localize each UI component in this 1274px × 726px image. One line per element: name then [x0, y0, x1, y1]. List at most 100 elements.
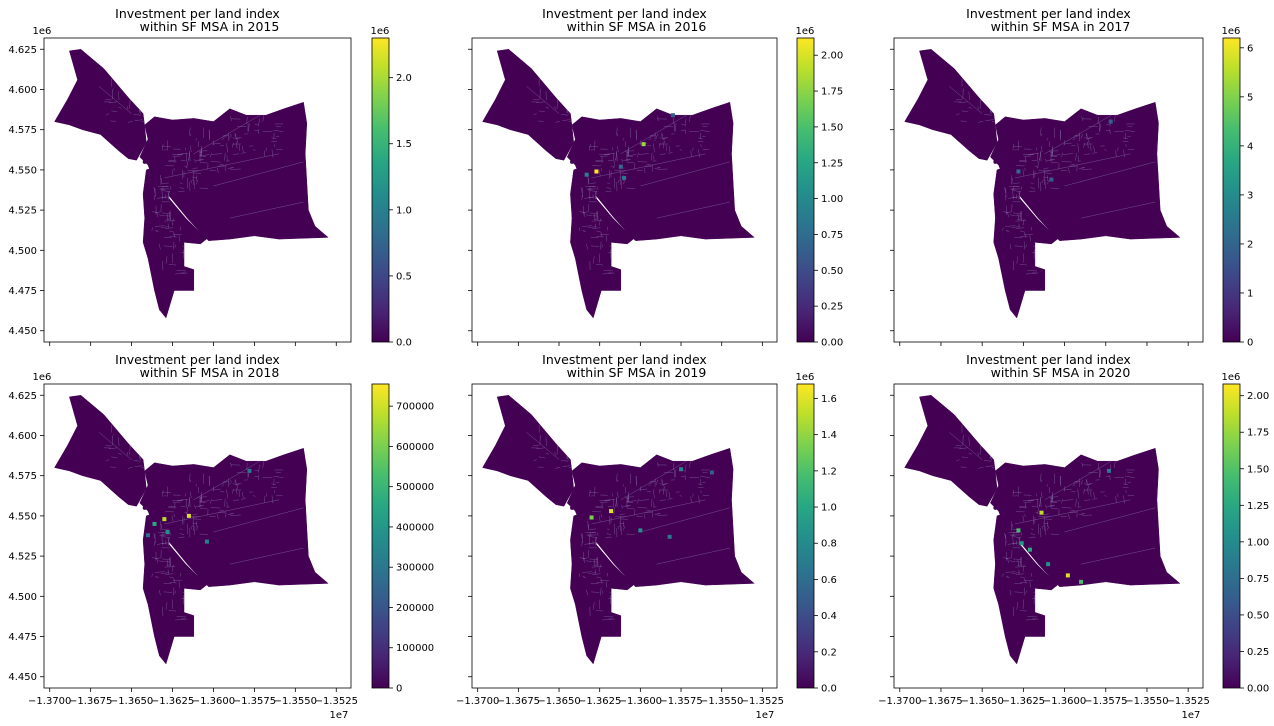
- colorbar-tick-label: 3: [1247, 190, 1253, 201]
- hotspot-4: [1046, 562, 1051, 567]
- colorbar-exponent: 1e6: [1222, 372, 1241, 383]
- hotspot-2: [609, 509, 614, 514]
- hotspot-4: [641, 142, 646, 147]
- colorbar-tick-label: 200000: [396, 603, 434, 614]
- x-tick-label: −1.3575: [659, 696, 702, 707]
- north-bay-region: [482, 395, 574, 507]
- y-tick-label: 4.550: [8, 511, 37, 522]
- colorbar-tick-label: 0.00: [821, 338, 843, 349]
- colorbar-tick-label: 0.25: [821, 302, 843, 313]
- colorbar: 0.00 0.25 0.50 0.75 1.00 1.25 1.50 1.75 2.00 1e6: [796, 26, 844, 349]
- y-tick-label: 4.475: [8, 632, 37, 643]
- axes-frame: [43, 37, 352, 343]
- colorbar-tick-label: 400000: [396, 522, 434, 533]
- island-1: [563, 492, 568, 497]
- x-tick-label: −1.3625: [1002, 696, 1045, 707]
- hotspot-2: [584, 172, 589, 177]
- colorbar-tick-label: 0.50: [821, 266, 843, 277]
- colorbar-tick-label: 0.75: [821, 230, 843, 241]
- hotspot-3: [1027, 547, 1032, 552]
- y-tick-label: 4.600: [8, 431, 37, 442]
- colorbar-gradient: [1222, 383, 1241, 689]
- colorbar-tick-label: 0.4: [821, 611, 837, 622]
- panel-title-line2: within SF MSA in 2020: [991, 365, 1131, 380]
- island-3: [576, 159, 581, 164]
- axes-frame: [471, 383, 778, 689]
- hotspot-7: [1107, 468, 1112, 473]
- colorbar-tick-label: 0.0: [821, 684, 837, 695]
- island-2: [142, 159, 147, 164]
- y-tick-label: 4.450: [8, 326, 37, 337]
- colorbar-tick-label: 0.00: [1247, 684, 1269, 695]
- x-tick-label: −1.3550: [274, 696, 317, 707]
- colorbar-tick-label: 300000: [396, 563, 434, 574]
- hotspot-2: [152, 521, 157, 526]
- colorbar-tick-label: 2.00: [1247, 391, 1269, 402]
- axes-frame: [43, 383, 352, 689]
- east-bay-region: [566, 447, 755, 587]
- colorbar-tick-label: 1.50: [1247, 464, 1269, 475]
- y-tick-label: 4.600: [8, 85, 37, 96]
- x-exponent: 1e7: [756, 710, 775, 721]
- hotspot-1: [162, 517, 167, 522]
- east-bay-region: [566, 101, 755, 241]
- island-3: [999, 505, 1004, 510]
- island-3: [999, 159, 1004, 164]
- x-tick-label: −1.3625: [578, 696, 621, 707]
- colorbar: 0.0 0.2 0.4 0.6 0.8 1.0 1.2 1.4 1.6 1e6: [796, 372, 837, 695]
- hotspot-5: [670, 113, 675, 118]
- colorbar-tick-label: 1.75: [1247, 428, 1269, 439]
- panel-title-line1: Investment per land index: [542, 6, 707, 21]
- x-exponent: 1e7: [330, 710, 349, 721]
- island-1: [563, 146, 568, 151]
- colorbar-tick-label: 0.2: [821, 647, 837, 658]
- colorbar-tick-label: 1.25: [821, 158, 843, 169]
- x-tick-label: −1.3600: [1043, 696, 1086, 707]
- hotspot-1: [589, 515, 594, 520]
- peninsula-region: [570, 510, 636, 665]
- y-exponent: 1e6: [33, 372, 52, 383]
- colorbar-exponent: 1e6: [796, 372, 815, 383]
- colorbar-tick-label: 1.00: [821, 194, 843, 205]
- hotspot-6: [618, 164, 623, 169]
- peninsula-region: [142, 164, 210, 319]
- island-2: [570, 505, 575, 510]
- panel-title-line2: within SF MSA in 2015: [140, 19, 280, 34]
- colorbar-tick-label: 0.8: [821, 539, 837, 550]
- colorbar-tick-label: 2.00: [821, 51, 843, 62]
- x-tick-label: −1.3575: [233, 696, 276, 707]
- colorbar-tick-label: 2.0: [396, 73, 412, 84]
- x-tick-label: −1.3675: [69, 696, 112, 707]
- x-tick-label: −1.3625: [151, 696, 194, 707]
- north-bay-region: [54, 49, 147, 161]
- colorbar-tick-label: 500000: [396, 482, 434, 493]
- hotspot-1: [594, 169, 599, 174]
- island-3: [149, 505, 154, 510]
- axes-frame: [893, 383, 1204, 689]
- hotspot-5: [1065, 573, 1070, 578]
- colorbar-tick-label: 1.75: [821, 87, 843, 98]
- y-tick-label: 4.500: [8, 592, 37, 603]
- island-1: [136, 146, 141, 151]
- tract-boundaries: [98, 79, 304, 275]
- colorbar-tick-label: 2: [1247, 239, 1253, 250]
- tract-boundaries: [526, 79, 730, 275]
- colorbar: 0 1 2 3 4 5 6 1e6: [1222, 26, 1254, 349]
- hotspot-6: [709, 470, 714, 475]
- colorbar: 0.00 0.25 0.50 0.75 1.00 1.25 1.50 1.75 2.00 1e6: [1222, 372, 1270, 695]
- hotspot-1: [1016, 169, 1021, 174]
- colorbar-tick-label: 1.2: [821, 466, 837, 477]
- colorbar-tick-label: 1.00: [1247, 537, 1269, 548]
- hotspot-6: [1079, 579, 1084, 584]
- colorbar-gradient: [371, 383, 390, 689]
- hotspot-6: [247, 468, 252, 473]
- colorbar-tick-label: 1.4: [821, 430, 837, 441]
- x-tick-label: −1.3525: [1166, 696, 1209, 707]
- tract-boundaries: [949, 425, 1156, 621]
- north-bay-region: [904, 49, 998, 161]
- tract-boundaries: [949, 79, 1156, 275]
- x-tick-label: −1.3700: [878, 696, 921, 707]
